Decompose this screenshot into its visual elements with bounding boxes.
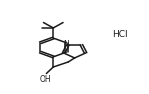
- Text: OH: OH: [40, 75, 52, 84]
- Text: N: N: [64, 40, 69, 49]
- Text: HCl: HCl: [112, 30, 128, 39]
